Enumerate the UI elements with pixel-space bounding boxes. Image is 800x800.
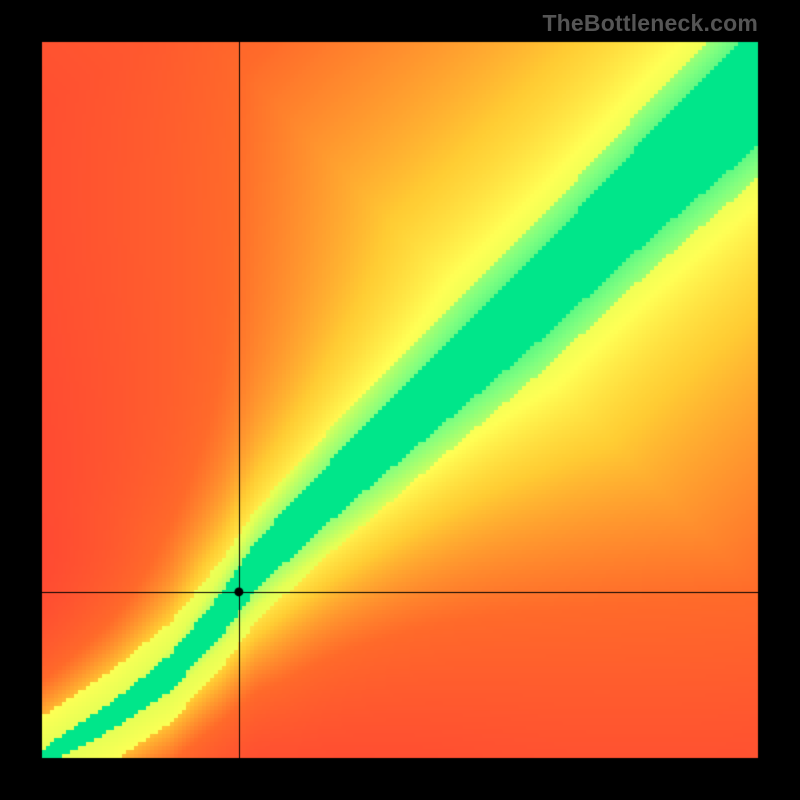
bottleneck-heatmap [0,0,800,800]
watermark-text: TheBottleneck.com [542,10,758,37]
